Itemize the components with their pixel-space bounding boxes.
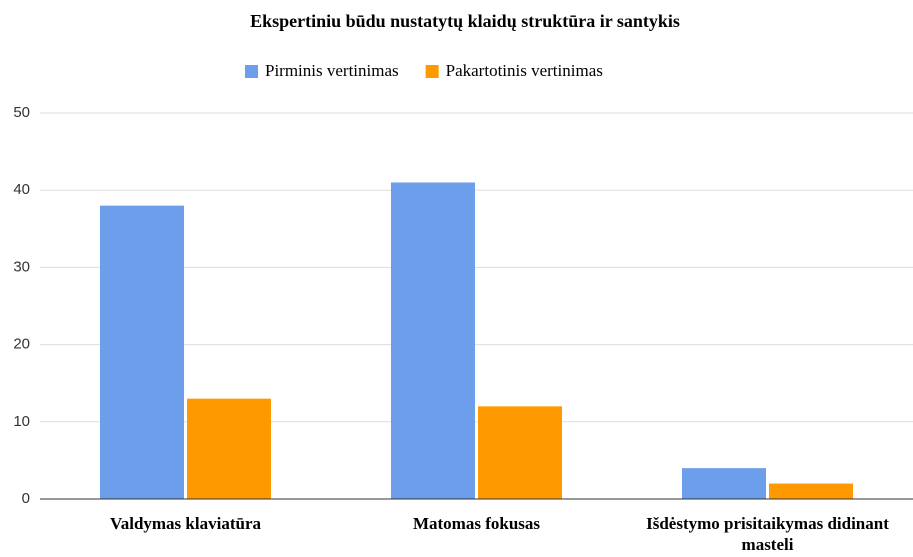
bar <box>682 468 766 499</box>
bar <box>391 182 475 500</box>
chart-title: Ekspertiniu būdu nustatytų klaidų strukt… <box>250 11 680 31</box>
bar <box>100 205 184 499</box>
legend-label: Pirminis vertinimas <box>265 61 399 80</box>
y-tick-label: 40 <box>13 181 30 198</box>
bar <box>478 406 562 499</box>
y-tick-label: 20 <box>13 336 30 353</box>
y-tick-label: 50 <box>13 104 30 121</box>
legend-swatch <box>425 65 439 78</box>
y-tick-label: 10 <box>13 413 30 430</box>
y-tick-label: 30 <box>13 258 30 275</box>
bar <box>187 398 271 499</box>
x-tick-label: Išdėstymo prisitaikymas didinant masteli <box>646 514 889 554</box>
x-tick-label: Valdymas klaviatūra <box>110 514 261 533</box>
bar <box>769 483 853 499</box>
legend-swatch <box>245 65 258 78</box>
y-tick-label: 0 <box>22 490 30 507</box>
x-tick-label: Matomas fokusas <box>412 514 541 533</box>
legend-label: Pakartotinis vertinimas <box>446 61 603 80</box>
